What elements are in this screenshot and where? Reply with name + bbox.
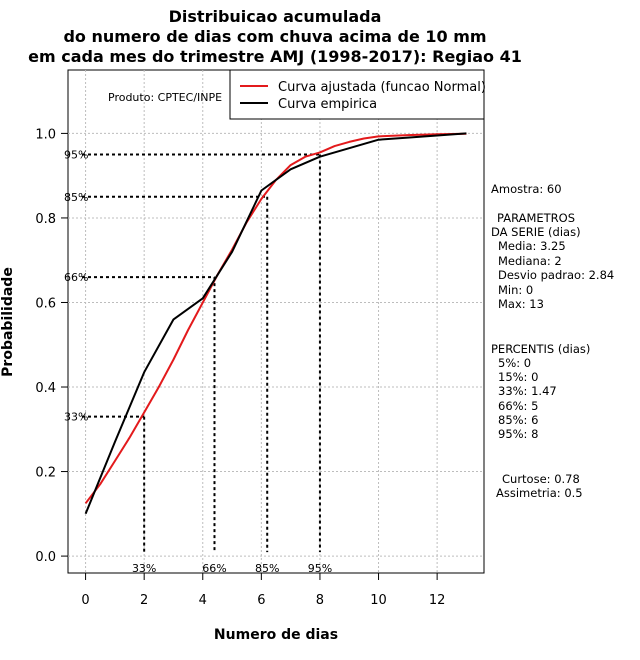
percentil-66: 66%: 5 xyxy=(498,399,538,413)
stats-panel: Amostra: 60 PARAMETROS DA SERIE (dias) M… xyxy=(491,182,614,500)
chart-title-line-3: em cada mes do trimestre AMJ (1998-2017)… xyxy=(28,47,522,66)
chart-title-line-2: do numero de dias com chuva acima de 10 … xyxy=(63,27,486,46)
percentile-label-left: 33% xyxy=(64,411,88,424)
chart-title-line-1: Distribuicao acumulada xyxy=(169,7,382,26)
x-tick-label: 10 xyxy=(370,593,387,608)
percentile-reference-lines: 33% 33% 66% 66% 85% 85% 95% 95% xyxy=(64,149,332,576)
x-tick-label: 2 xyxy=(140,593,148,608)
y-tick-label: 0.6 xyxy=(35,296,56,311)
kurtosis: Curtose: 0.78 xyxy=(502,472,580,486)
legend-box xyxy=(229,69,485,120)
fitted-normal-curve xyxy=(84,132,467,504)
percentis-title: PERCENTIS (dias) xyxy=(491,342,590,356)
empirical-curve xyxy=(84,132,467,515)
y-tick-label: 0.0 xyxy=(35,550,56,565)
param-median: Mediana: 2 xyxy=(498,254,562,268)
y-tick-label: 0.2 xyxy=(35,466,56,481)
params-title: PARAMETROS xyxy=(497,211,575,225)
y-axis-title: Probabilidade xyxy=(0,267,16,377)
x-tick-label: 4 xyxy=(199,593,207,608)
percentile-label-bottom: 66% xyxy=(202,562,226,575)
percentile-label-bottom: 85% xyxy=(255,562,279,575)
y-tick-label: 0.8 xyxy=(35,212,56,227)
param-min: Min: 0 xyxy=(498,283,533,297)
param-mean: Media: 3.25 xyxy=(498,239,566,253)
x-axis-title: Numero de dias xyxy=(214,627,338,643)
params-subtitle: DA SERIE (dias) xyxy=(491,225,581,239)
legend-label-empirical: Curva empirica xyxy=(278,97,377,112)
skewness: Assimetria: 0.5 xyxy=(496,486,583,500)
x-tick-label: 8 xyxy=(316,593,324,608)
percentile-label-bottom: 95% xyxy=(308,562,332,575)
percentile-label-bottom: 33% xyxy=(132,562,156,575)
grid xyxy=(68,70,484,573)
product-label: Produto: CPTEC/INPE xyxy=(108,91,222,104)
y-tick-label: 1.0 xyxy=(35,127,56,142)
x-tick-label: 12 xyxy=(429,593,446,608)
series-group xyxy=(84,132,467,515)
percentil-95: 95%: 8 xyxy=(498,427,538,441)
percentil-15: 15%: 0 xyxy=(498,370,538,384)
sample-size: Amostra: 60 xyxy=(491,182,562,196)
axes-group: 0 2 4 6 8 10 12 0.0 0.2 0.4 0.6 0.8 1.0 xyxy=(35,127,445,608)
percentile-label-left: 85% xyxy=(64,191,88,204)
percentil-5: 5%: 0 xyxy=(498,356,531,370)
x-tick-label: 6 xyxy=(257,593,265,608)
legend: Curva ajustada (funcao Normal) Curva emp… xyxy=(229,69,486,120)
percentile-label-left: 66% xyxy=(64,271,88,284)
param-stddev: Desvio padrao: 2.84 xyxy=(498,268,614,282)
percentile-label-left: 95% xyxy=(64,149,88,162)
param-max: Max: 13 xyxy=(498,297,544,311)
y-tick-label: 0.4 xyxy=(35,381,56,396)
percentil-85: 85%: 6 xyxy=(498,413,538,427)
legend-label-fitted: Curva ajustada (funcao Normal) xyxy=(278,80,486,95)
plot-frame xyxy=(67,69,485,574)
x-tick-label: 0 xyxy=(81,593,89,608)
percentil-33: 33%: 1.47 xyxy=(498,384,557,398)
